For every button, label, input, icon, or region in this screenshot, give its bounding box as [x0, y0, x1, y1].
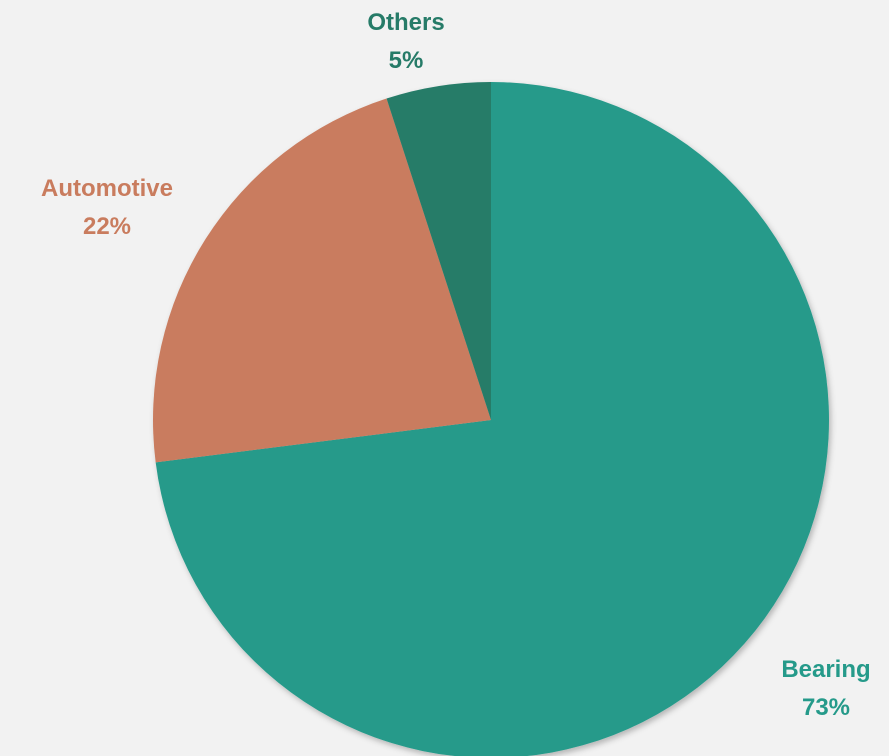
pie-slice-others: [386, 82, 491, 420]
slice-label-bearing-pct: 73%: [802, 694, 850, 721]
pie-slices: [153, 82, 829, 756]
slice-label-automotive-pct: 22%: [83, 213, 131, 240]
slice-label-others-name: Others: [367, 9, 444, 36]
pie-slice-automotive: [153, 98, 491, 463]
slice-label-automotive-name: Automotive: [41, 175, 173, 202]
slice-label-others-pct: 5%: [389, 47, 424, 74]
slice-label-bearing-name: Bearing: [781, 656, 870, 683]
pie-slice-bearing: [155, 82, 829, 756]
slice-labels: Bearing 73% Automotive 22% Others 5%: [41, 9, 871, 721]
